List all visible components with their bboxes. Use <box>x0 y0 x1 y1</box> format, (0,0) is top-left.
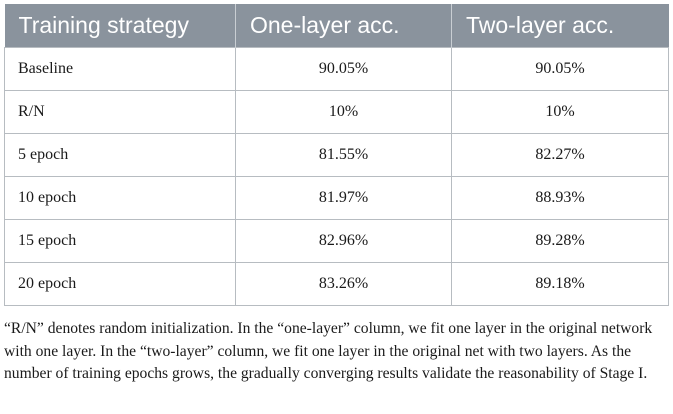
two-layer-acc-cell: 88.93% <box>451 175 669 220</box>
row-label-cell: 15 epoch <box>4 218 236 263</box>
row-label-cell: 20 epoch <box>4 261 236 306</box>
table-header: Training strategy One-layer acc. Two-lay… <box>4 4 669 47</box>
two-layer-acc-cell: 10% <box>451 89 669 134</box>
two-layer-acc-cell: 89.18% <box>451 261 669 306</box>
one-layer-acc-cell: 83.26% <box>235 261 452 306</box>
row-label-cell: 5 epoch <box>4 132 236 177</box>
one-layer-acc-cell: 81.97% <box>235 175 452 220</box>
one-layer-acc-cell: 90.05% <box>235 46 452 91</box>
column-header-one-layer-acc: One-layer acc. <box>235 4 452 47</box>
row-label-cell: Baseline <box>4 46 236 91</box>
column-header-training-strategy: Training strategy <box>4 4 236 47</box>
two-layer-acc-cell: 82.27% <box>451 132 669 177</box>
row-label-cell: 10 epoch <box>4 175 236 220</box>
table-body: Baseline 90.05% 90.05% R/N 10% 10% 5 epo… <box>4 46 669 306</box>
results-table-container: Training strategy One-layer acc. Two-lay… <box>4 4 669 306</box>
table-caption: “R/N” denotes random initialization. In … <box>4 320 653 382</box>
table-row: Baseline 90.05% 90.05% <box>4 46 669 91</box>
results-table: Training strategy One-layer acc. Two-lay… <box>4 4 669 306</box>
header-row: Training strategy One-layer acc. Two-lay… <box>4 4 669 47</box>
one-layer-acc-cell: 81.55% <box>235 132 452 177</box>
two-layer-acc-cell: 89.28% <box>451 218 669 263</box>
one-layer-acc-cell: 82.96% <box>235 218 452 263</box>
two-layer-acc-cell: 90.05% <box>451 46 669 91</box>
row-label-cell: R/N <box>4 89 236 134</box>
one-layer-acc-cell: 10% <box>235 89 452 134</box>
table-row: 15 epoch 82.96% 89.28% <box>4 218 669 263</box>
table-row: 5 epoch 81.55% 82.27% <box>4 132 669 177</box>
table-row: R/N 10% 10% <box>4 89 669 134</box>
column-header-two-layer-acc: Two-layer acc. <box>466 11 615 38</box>
table-row: 10 epoch 81.97% 88.93% <box>4 175 669 220</box>
table-row: 20 epoch 83.26% 89.18% <box>4 261 669 306</box>
